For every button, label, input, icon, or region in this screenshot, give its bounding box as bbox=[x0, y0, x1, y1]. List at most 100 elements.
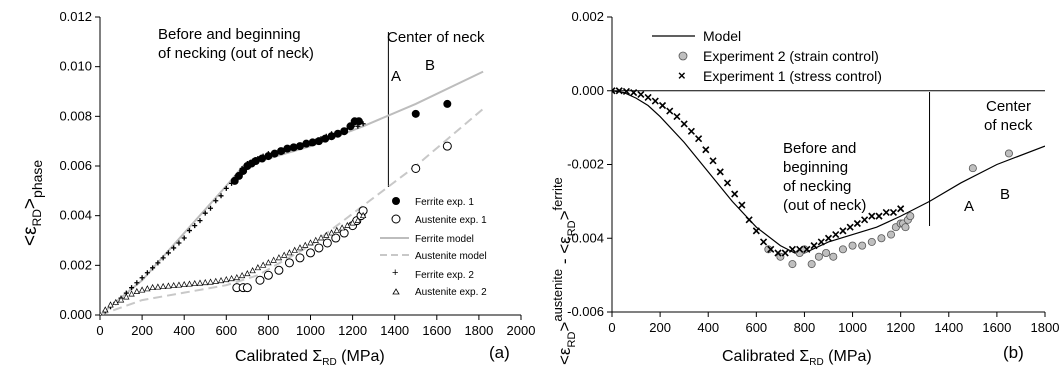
chart-panel-a: 0 200 400 600 800 1000 1200 1400 1600 1800 2000 0.… bbox=[20, 9, 535, 368]
data-point-ferrite-exp-2 bbox=[144, 270, 150, 276]
legend-marker-experiment-2 bbox=[678, 51, 688, 61]
data-point-experiment-1-stress-control bbox=[810, 242, 818, 250]
data-point-ferrite-exp-2 bbox=[186, 228, 192, 234]
annotation-point-a-label-a: A bbox=[391, 68, 401, 85]
data-point-experiment-2-strain-control bbox=[829, 252, 838, 261]
data-point-experiment-2-strain-control bbox=[968, 164, 977, 173]
data-point-austenite-exp-2 bbox=[349, 219, 356, 226]
data-point-austenite-exp-2 bbox=[328, 229, 335, 236]
data-point-ferrite-exp-2 bbox=[202, 210, 208, 216]
data-point-ferrite-exp-2 bbox=[197, 218, 203, 224]
x-axis-label-main-a: Calibrated Σ bbox=[235, 348, 322, 365]
data-point-austenite-exp-1 bbox=[411, 163, 421, 173]
x-tick-label-a: 1600 bbox=[422, 323, 451, 338]
x-axis-label-b: Calibrated ΣRD (MPa) bbox=[722, 348, 872, 368]
data-point-experiment-1-stress-control bbox=[882, 208, 890, 217]
data-point-ferrite-exp-2 bbox=[360, 121, 366, 127]
data-point-austenite-exp-1 bbox=[331, 233, 341, 243]
data-point-experiment-2-strain-control bbox=[764, 245, 773, 254]
data-point-austenite-exp-2 bbox=[212, 277, 219, 284]
x-tick-label-b: 400 bbox=[697, 320, 719, 335]
legend-marker-austenite-exp2 bbox=[392, 288, 400, 295]
data-point-experiment-2-strain-control bbox=[858, 241, 867, 250]
data-point-experiment-1-stress-control bbox=[875, 212, 883, 220]
data-point-experiment-2-strain-control bbox=[800, 245, 809, 254]
data-point-ferrite-exp-2 bbox=[329, 131, 335, 137]
annotation-center-line1-b: Center bbox=[986, 98, 1031, 115]
data-point-ferrite-exp-2 bbox=[223, 185, 229, 191]
data-point-ferrite-exp-2 bbox=[334, 131, 340, 137]
data-point-ferrite-exp-2 bbox=[308, 141, 313, 147]
data-point-ferrite-exp-2 bbox=[265, 151, 271, 157]
y-axis-label-sub2-b: RD bbox=[566, 220, 578, 236]
y-axis-label-sub1-b: RD bbox=[566, 332, 578, 348]
data-point-ferrite-exp-2 bbox=[244, 161, 250, 167]
data-point-experiment-1-stress-control bbox=[832, 230, 840, 239]
data-point-austenite-exp-2 bbox=[217, 276, 225, 284]
data-point-ferrite-exp-2 bbox=[281, 148, 287, 154]
data-point-austenite-exp-2 bbox=[275, 254, 283, 261]
x-tick-label-a: 800 bbox=[258, 323, 280, 338]
data-point-experiment-1-stress-control bbox=[637, 90, 645, 99]
data-point-austenite-exp-2 bbox=[154, 283, 162, 290]
data-point-experiment-1-stress-control bbox=[853, 219, 861, 228]
data-point-experiment-1-stress-control bbox=[803, 245, 811, 253]
y-axis-label-minus-b: - <ε bbox=[555, 236, 574, 269]
x-tick-label-a: 1400 bbox=[380, 323, 409, 338]
data-point-experiment-1-stress-control bbox=[839, 227, 847, 235]
data-point-experiment-1-stress-control bbox=[687, 127, 695, 135]
data-point-ferrite-exp-2 bbox=[192, 223, 198, 229]
data-point-experiment-1-stress-control bbox=[666, 107, 674, 115]
data-point-austenite-exp-2 bbox=[102, 306, 109, 313]
data-point-austenite-exp-2 bbox=[112, 298, 119, 305]
data-point-experiment-2-strain-control bbox=[848, 241, 857, 250]
y-axis-label-mid-b: > bbox=[555, 322, 574, 332]
data-point-austenite-exp-2 bbox=[281, 251, 288, 258]
legend-label-model: Model bbox=[703, 28, 741, 44]
data-point-experiment-1-stress-control bbox=[622, 87, 630, 96]
y-axis-label-sup1-b: austenite bbox=[550, 269, 565, 322]
data-point-austenite-exp-1 bbox=[322, 238, 332, 248]
data-point-experiment-2-strain-control bbox=[867, 237, 876, 246]
data-point-austenite-exp-2 bbox=[359, 211, 367, 219]
data-point-ferrite-exp-2 bbox=[134, 280, 140, 286]
data-point-austenite-exp-2 bbox=[233, 273, 241, 281]
legend-marker-ferrite-exp2: + bbox=[392, 267, 398, 279]
legend-label-austenite-model: Austenite model bbox=[415, 251, 487, 262]
data-point-austenite-exp-2 bbox=[207, 278, 214, 285]
y-tick-label-b: 0.000 bbox=[571, 83, 604, 98]
data-point-ferrite-exp-2 bbox=[165, 250, 171, 256]
y-axis-label-sup2-b: ferrite bbox=[550, 177, 565, 210]
data-point-ferrite-exp-2 bbox=[323, 133, 329, 139]
data-point-ferrite-exp-2 bbox=[218, 193, 224, 199]
data-point-experiment-1-stress-control bbox=[731, 190, 739, 198]
x-axis-label-a: Calibrated ΣRD (MPa) bbox=[235, 348, 385, 368]
x-axis-label-sub-b: RD bbox=[809, 357, 823, 368]
data-point-austenite-exp-2 bbox=[265, 259, 272, 266]
data-point-austenite-exp-2 bbox=[254, 264, 262, 271]
data-point-experiment-1-stress-control bbox=[897, 205, 905, 213]
data-point-austenite-exp-2 bbox=[307, 239, 314, 246]
data-point-austenite-exp-2 bbox=[286, 249, 293, 256]
annotation-point-b-label-b: B bbox=[1000, 186, 1010, 203]
panel-label-b: (b) bbox=[1003, 343, 1024, 362]
data-point-ferrite-exp-2 bbox=[150, 265, 156, 271]
legend-b: Model Experiment 2 (strain control) × Ex… bbox=[652, 28, 882, 84]
data-point-austenite-exp-2 bbox=[259, 261, 267, 268]
data-point-ferrite-exp-2 bbox=[181, 235, 187, 241]
data-point-ferrite-exp-2 bbox=[239, 165, 245, 171]
data-point-austenite-exp-1 bbox=[284, 258, 294, 268]
data-point-austenite-exp-2 bbox=[202, 278, 209, 286]
data-point-experiment-1-stress-control bbox=[612, 87, 616, 95]
data-point-austenite-exp-2 bbox=[175, 281, 183, 288]
data-point-austenite-exp-2 bbox=[344, 221, 351, 228]
data-point-ferrite-exp-2 bbox=[286, 146, 292, 152]
legend-label-ferrite-exp2: Ferrite exp. 2 bbox=[415, 270, 474, 281]
data-point-experiment-1-stress-control bbox=[767, 245, 775, 253]
x-tick-label-b: 600 bbox=[745, 320, 767, 335]
series-line-austenite-model bbox=[100, 108, 484, 315]
data-point-experiment-1-stress-control bbox=[868, 212, 876, 220]
data-point-austenite-exp-2 bbox=[323, 231, 330, 238]
data-point-austenite-exp-2 bbox=[186, 280, 193, 287]
